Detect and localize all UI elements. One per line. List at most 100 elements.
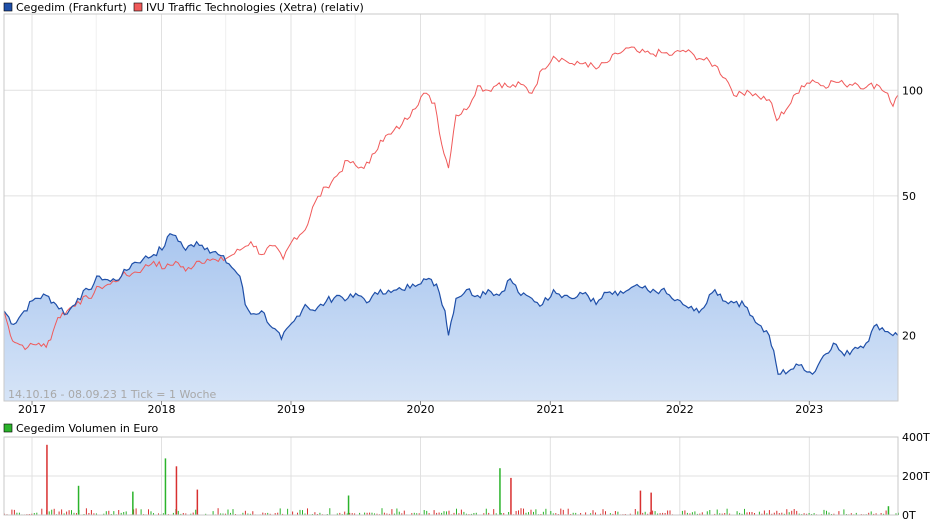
volume-bar — [48, 511, 50, 515]
volume-bar — [135, 508, 137, 515]
volume-bar — [518, 510, 519, 515]
volume-bar — [88, 513, 90, 515]
volume-bar — [823, 509, 825, 515]
volume-bar — [721, 513, 723, 515]
volume-bar — [634, 509, 636, 515]
volume-bar — [669, 510, 671, 515]
volume-bar — [649, 512, 651, 515]
volume-bar — [528, 512, 529, 515]
volume-bar — [637, 511, 639, 515]
volume-bar — [600, 513, 601, 515]
volume-bar — [182, 513, 184, 515]
volume-bar — [689, 513, 691, 515]
volume-bar — [793, 509, 795, 515]
volume-bar — [709, 510, 711, 515]
volume-bar — [744, 508, 745, 515]
volume-bar — [545, 508, 547, 515]
volume-bar — [349, 512, 351, 515]
volume-bar — [684, 510, 686, 515]
volume-bar — [376, 513, 378, 515]
volume-bar — [771, 513, 773, 515]
volume-bar — [225, 513, 226, 515]
volume-bar — [875, 513, 877, 515]
volume-bar — [542, 511, 544, 515]
volume-bar — [418, 513, 420, 515]
volume-bar — [758, 511, 760, 515]
volume-bar — [533, 511, 534, 515]
volume-spike-bar — [164, 458, 167, 515]
volume-bar — [18, 512, 20, 515]
volume-bar — [150, 511, 152, 515]
legend-swatch-ivu — [133, 2, 143, 12]
volume-spike-bar — [46, 444, 48, 515]
volume-bar — [93, 513, 95, 515]
volume-bar — [222, 513, 224, 515]
volume-spike-bar — [510, 477, 512, 515]
volume-bar — [416, 513, 418, 515]
range-info-text: 14.10.16 - 08.09.23 1 Tick = 1 Woche — [8, 388, 216, 401]
volume-bar — [508, 512, 510, 515]
volume-bar — [686, 512, 688, 515]
volume-bar — [500, 513, 502, 515]
volume-bar — [560, 508, 562, 515]
cegedim-area — [4, 233, 898, 401]
volume-bar — [741, 513, 743, 515]
volume-bar — [470, 513, 472, 515]
volume-bar — [726, 508, 728, 515]
volume-bar — [63, 513, 65, 515]
volume-bar — [58, 511, 60, 515]
volume-bar — [796, 510, 798, 515]
volume-bar — [446, 511, 447, 515]
volume-bar — [366, 512, 368, 515]
volume-bar — [162, 513, 164, 515]
volume-bar — [220, 513, 222, 515]
volume-bar — [247, 513, 249, 515]
volume-bar — [61, 509, 63, 515]
volume-bar — [719, 513, 721, 515]
volume-bar — [761, 513, 763, 515]
main-price-panel: 14.10.16 - 08.09.23 1 Tick = 1 Woche 20 5… — [3, 13, 923, 416]
legend: Cegedim (Frankfurt) IVU Traffic Technolo… — [3, 1, 364, 14]
x-tick-label-2021: 2021 — [536, 403, 564, 416]
volume-bar — [691, 512, 693, 515]
volume-bar — [336, 513, 338, 515]
volume-bar — [398, 511, 400, 515]
volume-bar — [118, 510, 120, 515]
volume-bar — [754, 513, 755, 515]
legend-label-cegedim: Cegedim (Frankfurt) — [16, 1, 127, 14]
volume-bar — [525, 512, 527, 515]
volume-bar — [647, 513, 649, 515]
volume-bar — [644, 511, 646, 515]
volume-bar — [562, 509, 564, 515]
volume-bar — [657, 513, 659, 515]
volume-bar — [195, 509, 197, 515]
y-tick-label-20: 20 — [902, 329, 916, 342]
volume-bar — [103, 513, 105, 515]
volume-bar — [763, 510, 765, 515]
volume-bar — [304, 513, 306, 515]
volume-bar — [177, 510, 179, 515]
volume-bar — [843, 509, 845, 515]
volume-bar — [460, 509, 462, 515]
volume-bar — [614, 511, 616, 515]
volume-bar — [413, 512, 415, 515]
volume-bar — [264, 513, 266, 515]
volume-bar — [90, 510, 92, 515]
volume-bar — [108, 510, 110, 515]
volume-bar — [485, 508, 487, 515]
volume-bar — [617, 511, 619, 515]
volume-bar — [205, 513, 207, 515]
volume-bar — [85, 508, 87, 515]
volume-bar — [463, 511, 465, 515]
volume-bar — [71, 510, 72, 515]
volume-bar — [267, 512, 269, 515]
volume-axis-labels: 0T 200T 400T — [902, 431, 930, 522]
volume-bar — [838, 511, 840, 515]
volume-bar — [729, 513, 731, 515]
volume-bar — [374, 513, 375, 515]
volume-bar — [592, 510, 594, 515]
volume-bar — [66, 511, 68, 515]
legend-label-ivu: IVU Traffic Technologies (Xetra) (relati… — [146, 1, 364, 14]
volume-bar — [230, 512, 231, 515]
